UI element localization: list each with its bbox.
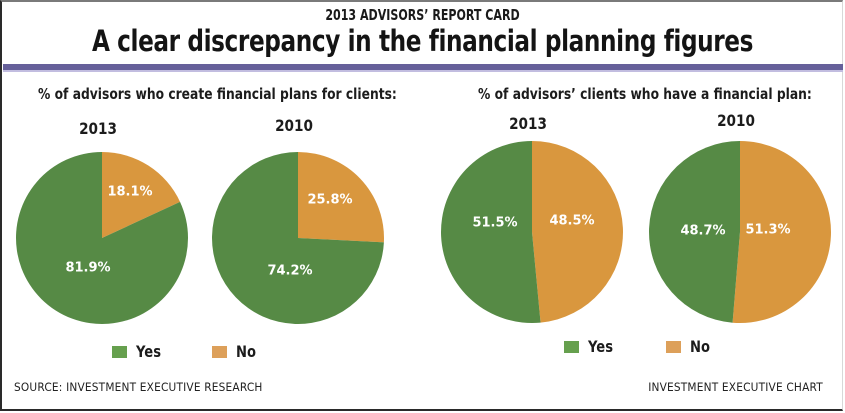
pie-1-title: 2013 bbox=[79, 119, 117, 138]
pie-3-title: 2013 bbox=[509, 114, 547, 133]
pie-slice-yes bbox=[440, 141, 541, 323]
slice-value-label-no: 48.5% bbox=[549, 214, 594, 229]
slice-value-label-yes: 81.9% bbox=[65, 261, 110, 276]
legend-yes-label: Yes bbox=[588, 337, 614, 356]
legend-no-swatch bbox=[665, 340, 681, 353]
pie-slice-yes bbox=[212, 152, 384, 324]
right-group-title: % of advisors’ clients who have a financ… bbox=[478, 85, 812, 103]
right-legend: Yes No bbox=[564, 337, 714, 356]
legend-no-label: No bbox=[689, 337, 710, 356]
headline: A clear discrepancy in the financial pla… bbox=[91, 24, 754, 58]
left-legend: Yes No bbox=[112, 342, 260, 361]
legend-yes-label: Yes bbox=[136, 342, 162, 361]
slice-value-label-no: 18.1% bbox=[107, 185, 152, 200]
pie-slice-no bbox=[102, 152, 181, 238]
pie-slice-no bbox=[298, 152, 384, 243]
legend-no-label: No bbox=[235, 342, 256, 361]
legend-yes-swatch bbox=[564, 340, 579, 353]
pie-chart-3: 51.5% 48.5% bbox=[440, 141, 623, 323]
slice-value-label-no: 25.8% bbox=[307, 193, 352, 208]
legend-no-swatch bbox=[211, 345, 227, 358]
pie-slice-no bbox=[732, 141, 831, 323]
left-group-title: % of advisors who create financial plans… bbox=[38, 85, 397, 103]
pie-chart-1: 81.9% 18.1% bbox=[15, 152, 188, 324]
divider-band-highlight bbox=[3, 70, 843, 72]
pie-4-title: 2010 bbox=[717, 111, 755, 130]
divider-band bbox=[3, 64, 843, 70]
chart-credit: INVESTMENT EXECUTIVE CHART bbox=[648, 380, 823, 394]
pie-chart-2: 74.2% 25.8% bbox=[212, 152, 384, 324]
source-note: SOURCE: INVESTMENT EXECUTIVE RESEARCH bbox=[14, 380, 263, 394]
slice-value-label-yes: 51.5% bbox=[472, 216, 517, 231]
slice-value-label-yes: 48.7% bbox=[680, 224, 725, 239]
legend-yes-swatch bbox=[112, 345, 127, 358]
slice-value-label-yes: 74.2% bbox=[267, 264, 312, 279]
pie-slice-no bbox=[532, 141, 623, 323]
pie-slice-yes bbox=[15, 152, 188, 324]
pie-slice-yes bbox=[648, 141, 740, 323]
pie-chart-4: 48.7% 51.3% bbox=[648, 141, 831, 323]
kicker-title: 2013 ADVISORS’ REPORT CARD bbox=[325, 6, 520, 24]
pie-2-title: 2010 bbox=[275, 116, 313, 135]
slice-value-label-no: 51.3% bbox=[745, 223, 790, 238]
